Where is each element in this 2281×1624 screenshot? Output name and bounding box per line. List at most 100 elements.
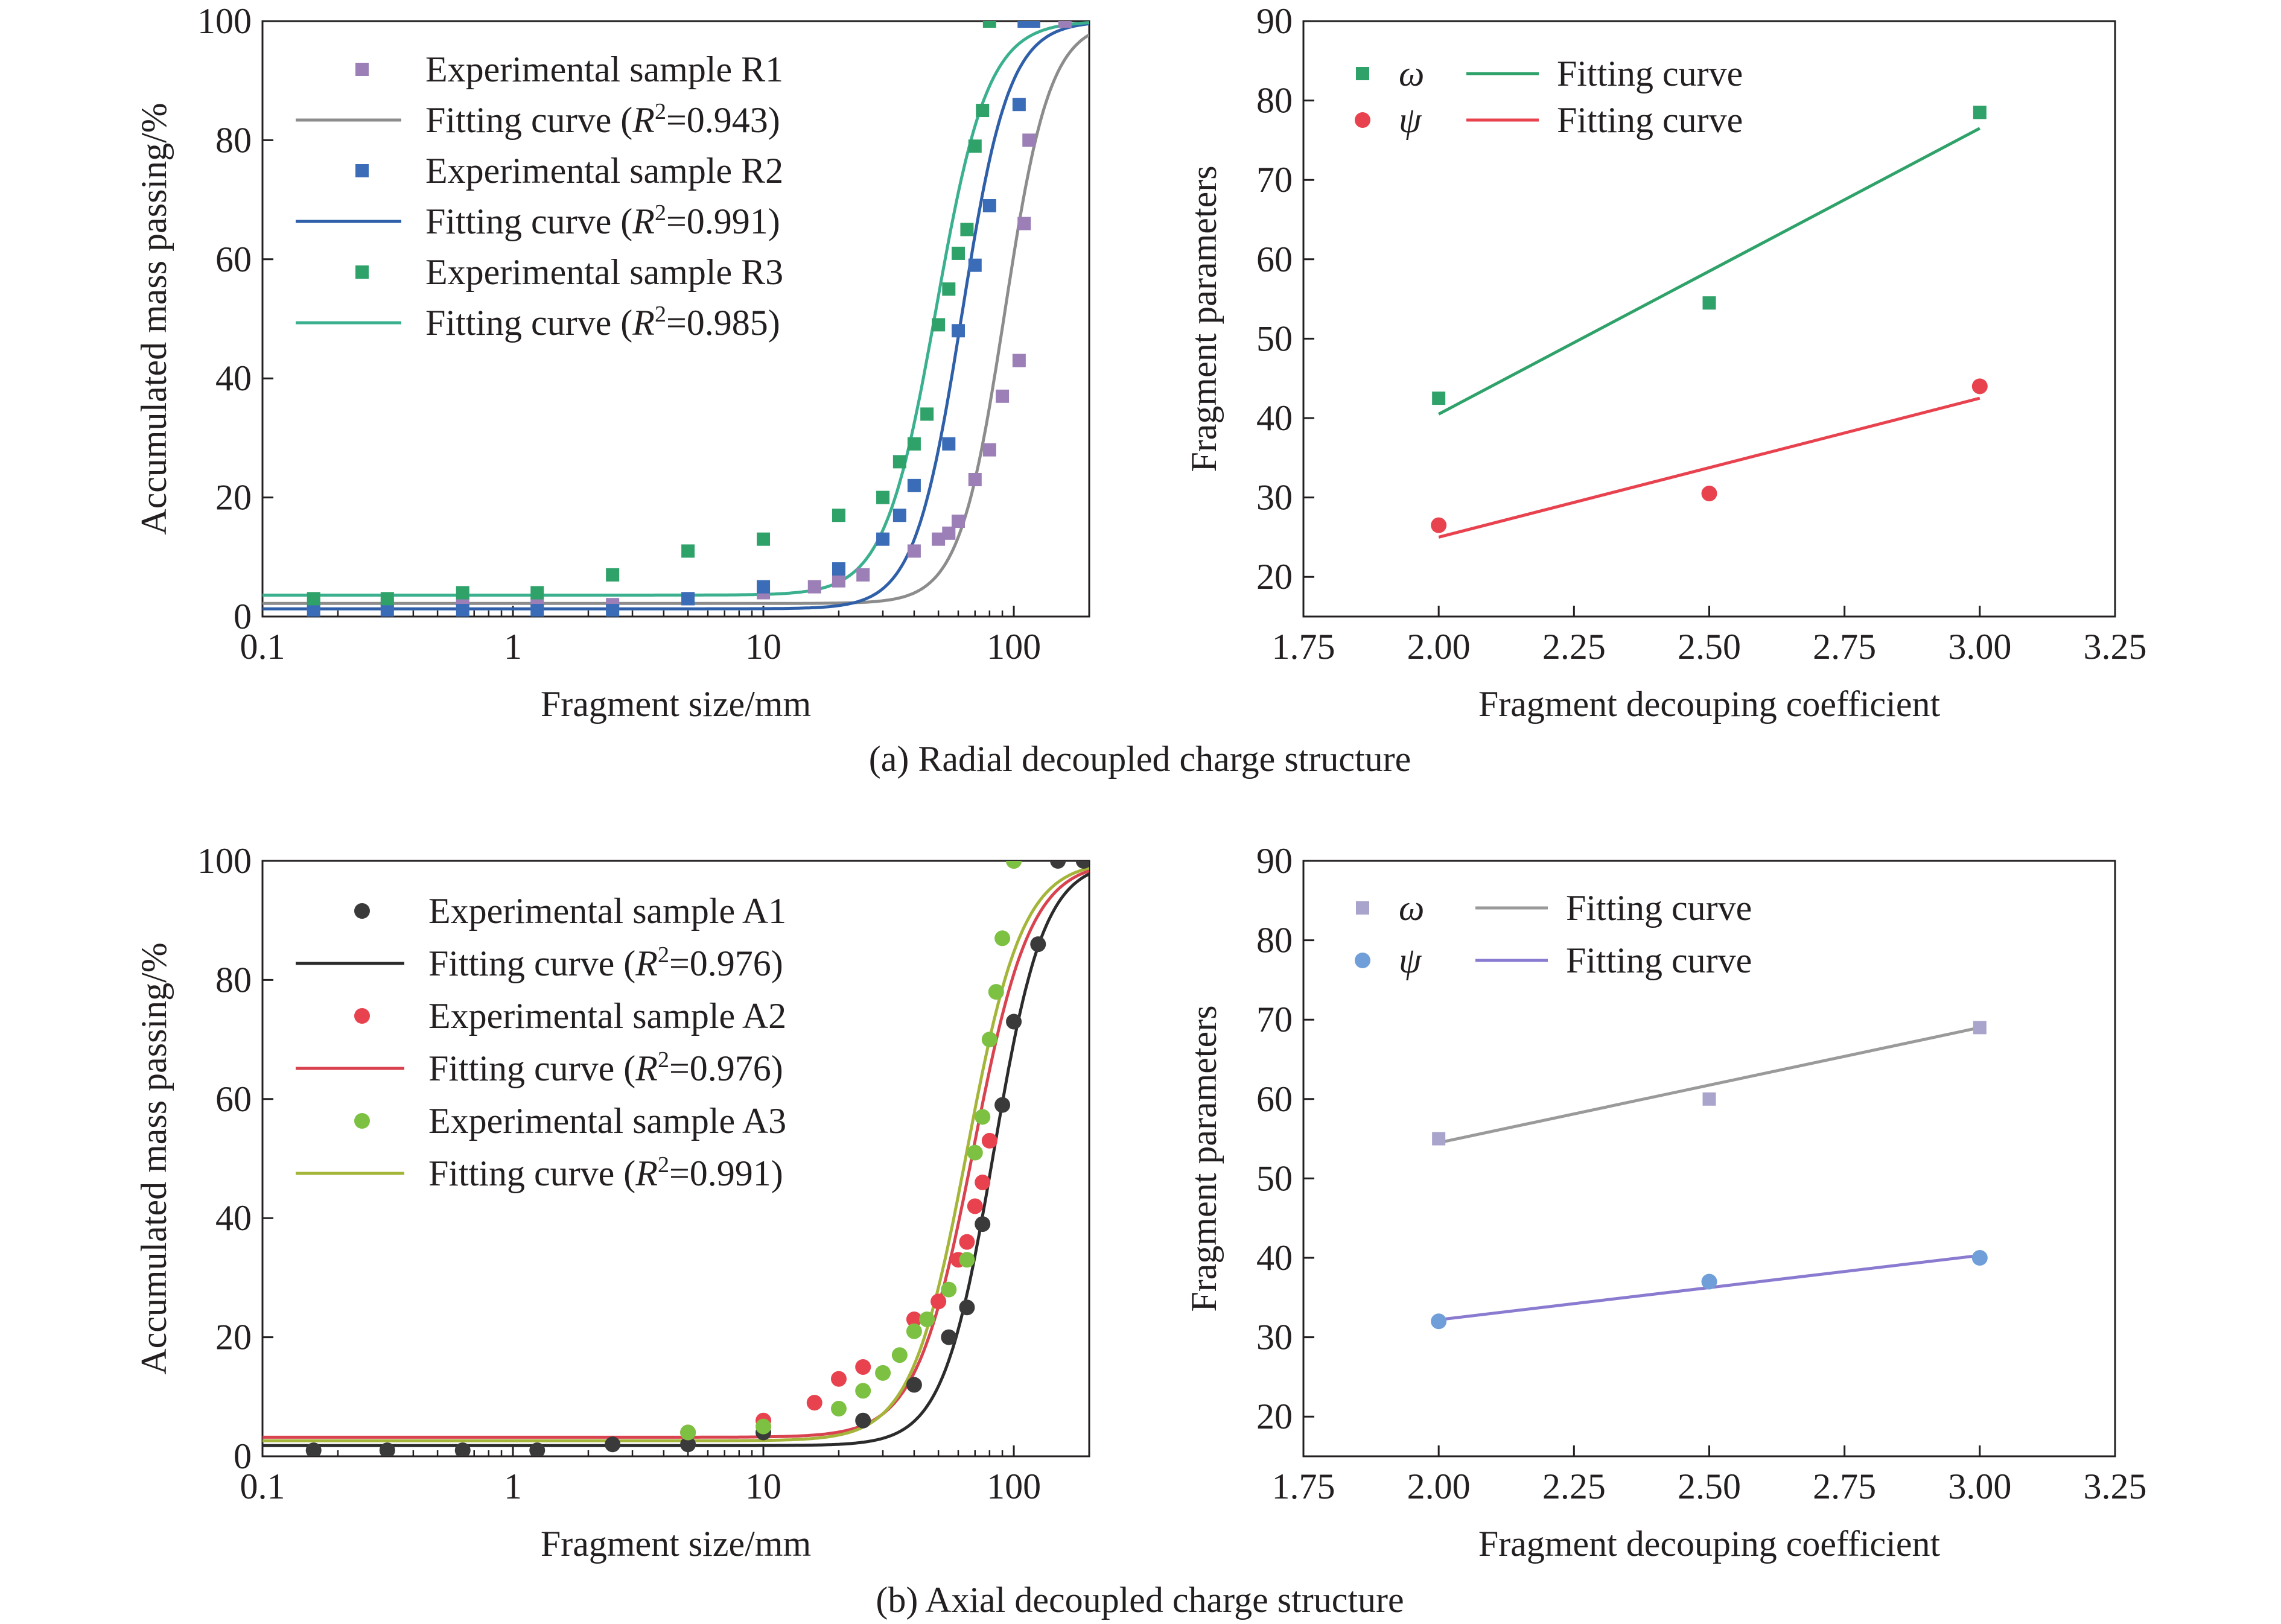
y-tick-label: 40 <box>215 1198 252 1238</box>
data-point <box>307 592 320 606</box>
x-tick-label: 2.75 <box>1813 1467 1876 1506</box>
data-point <box>1701 1274 1717 1290</box>
x-tick-label: 0.1 <box>240 1467 285 1506</box>
data-point <box>891 1347 908 1363</box>
y-tick-label: 30 <box>1256 1318 1293 1357</box>
data-point <box>1971 1250 1988 1266</box>
legend-label-text: Fitting curve <box>1557 54 1743 94</box>
legend-label: ω <box>1399 888 1424 928</box>
data-point <box>606 604 620 617</box>
plot-area <box>262 861 1089 1456</box>
plot-area <box>1431 106 1988 539</box>
data-point <box>932 318 946 332</box>
y-tick-label: 20 <box>215 478 252 518</box>
y-tick-label: 90 <box>1256 841 1293 881</box>
legend-r2-value: =0.976) <box>669 1048 783 1088</box>
y-tick-label: 70 <box>1256 160 1293 200</box>
data-point <box>982 21 996 28</box>
legend-r2-open: ( <box>611 100 632 140</box>
x-axis-title: Fragment decouping coefficient <box>1478 684 1941 724</box>
data-point <box>605 1436 621 1453</box>
y-tick-label: 40 <box>1256 398 1293 438</box>
legend-label: Fitting curve <box>1557 54 1743 94</box>
legend-marker <box>1355 953 1370 968</box>
legend-label-text: Fitting curve <box>428 944 614 983</box>
legend-r2-value: =0.985) <box>666 303 780 343</box>
data-point <box>1702 1092 1716 1106</box>
legend-label-text: Fitting curve <box>425 201 611 241</box>
fitting-line <box>1437 127 1981 416</box>
legend-marker <box>1355 112 1370 128</box>
legend-label-text: ψ <box>1399 940 1422 980</box>
legend-label-text: Experimental sample R2 <box>425 151 783 191</box>
data-point <box>606 568 620 582</box>
x-tick-label: 0.1 <box>240 627 285 667</box>
y-axis-title: Fragment parameters <box>1184 1005 1224 1312</box>
data-point <box>1012 98 1026 112</box>
data-point <box>806 1395 822 1411</box>
data-point <box>1012 354 1026 367</box>
y-axis-title: Accumulated mass passing/% <box>134 103 174 535</box>
y-tick-label: 60 <box>215 239 252 279</box>
y-tick-label: 60 <box>215 1079 252 1119</box>
data-point <box>1030 936 1046 953</box>
x-tick-label: 2.50 <box>1678 627 1741 667</box>
y-tick-label: 60 <box>1256 1079 1293 1119</box>
legend-r2-symbol: R <box>635 1048 658 1088</box>
legend-label: Experimental sample R2 <box>425 151 783 191</box>
data-point <box>530 586 544 600</box>
data-point <box>855 1412 871 1429</box>
data-point <box>1973 1021 1987 1035</box>
legend-marker <box>354 1113 370 1129</box>
legend-r2-exponent: 2 <box>658 1047 669 1073</box>
data-point <box>1022 133 1036 147</box>
x-axis-title: Fragment size/mm <box>541 1524 811 1564</box>
data-point <box>1971 378 1988 395</box>
legend-label-text: Fitting curve <box>425 100 611 140</box>
fitting-curve <box>262 22 1089 611</box>
legend-r2-open: ( <box>614 1048 635 1088</box>
data-point <box>530 604 544 617</box>
y-tick-label: 40 <box>1256 1238 1293 1278</box>
data-point <box>932 532 946 546</box>
data-point <box>976 104 990 118</box>
legend-label: Experimental sample R3 <box>425 252 783 292</box>
y-tick-label: 0 <box>234 1436 252 1476</box>
data-point <box>968 258 982 272</box>
data-point <box>1058 21 1072 28</box>
legend-r2-exponent: 2 <box>655 99 666 124</box>
legend-r2-symbol: R <box>632 201 655 241</box>
data-point <box>975 1216 991 1232</box>
legend-label-text: Experimental sample R3 <box>425 252 783 292</box>
data-point <box>876 532 890 546</box>
legend-r2-exponent: 2 <box>655 302 666 327</box>
y-tick-label: 80 <box>215 960 252 1000</box>
data-point <box>994 1097 1011 1113</box>
x-tick-label: 100 <box>987 1467 1041 1506</box>
x-tick-label: 2.25 <box>1542 627 1606 667</box>
data-point <box>942 526 956 540</box>
legend-marker <box>354 903 370 919</box>
data-point <box>380 592 394 606</box>
data-point <box>919 1311 935 1327</box>
legend-r2-symbol: R <box>635 944 658 983</box>
data-point <box>379 1442 395 1456</box>
x-tick-label: 10 <box>745 627 781 667</box>
legend-label-text: Experimental sample A2 <box>428 996 786 1036</box>
data-point <box>892 509 906 522</box>
y-tick-label: 100 <box>197 1 252 41</box>
data-point <box>1017 217 1031 230</box>
data-point <box>1431 1313 1447 1330</box>
x-tick-label: 1 <box>504 627 522 667</box>
legend-label: Fitting curve (R2=0.985) <box>425 302 780 343</box>
legend-label-text: Experimental sample A3 <box>428 1101 786 1141</box>
legend-label: ω <box>1399 54 1424 94</box>
data-point <box>906 1311 922 1327</box>
x-tick-label: 2.25 <box>1542 1467 1606 1506</box>
data-point <box>830 1401 847 1417</box>
plot-area <box>1431 1021 1988 1330</box>
fitting-line <box>1438 396 1980 539</box>
x-tick-label: 3.00 <box>1948 627 2011 667</box>
data-point <box>951 324 965 338</box>
legend-r2-value: =0.976) <box>669 944 783 983</box>
